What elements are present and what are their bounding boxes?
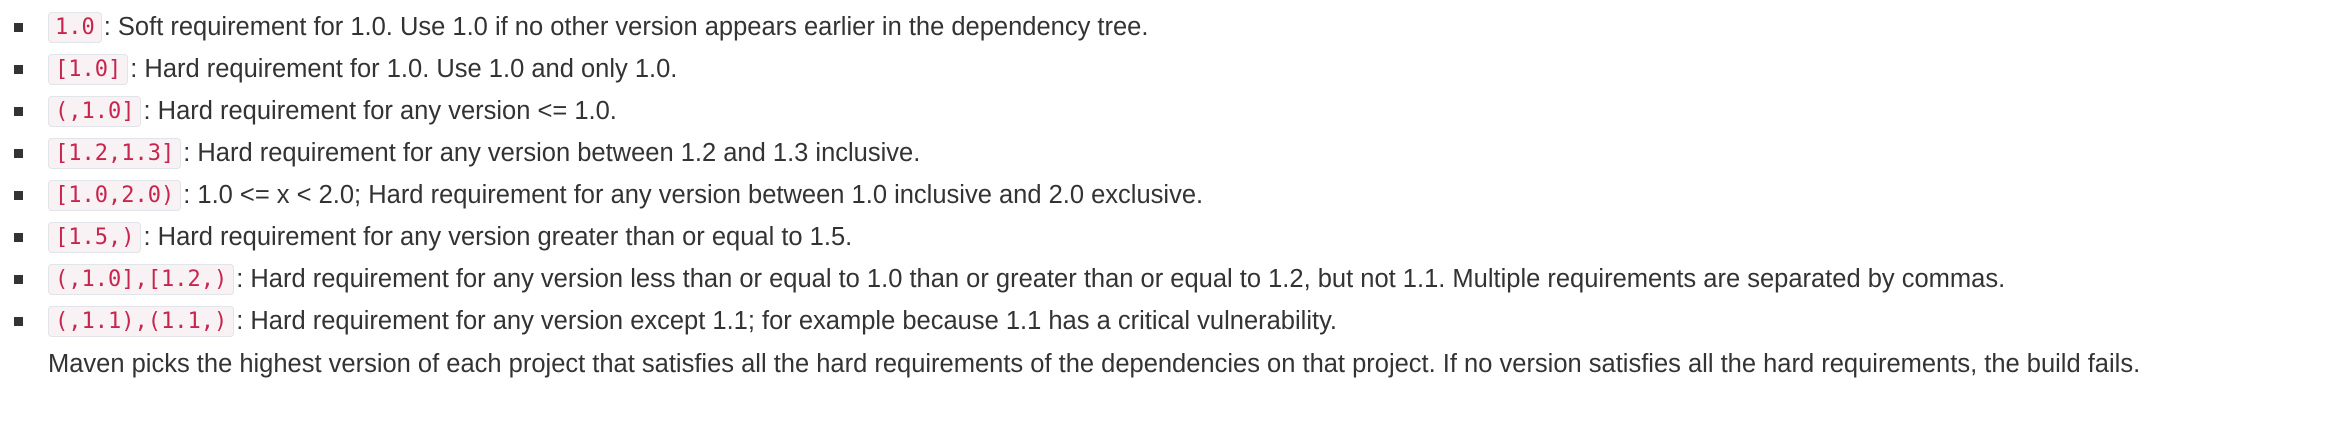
list-item: [1.5,): Hard requirement for any version… <box>0 216 2340 258</box>
version-spec-code: [1.2,1.3] <box>48 138 182 169</box>
square-bullet-icon <box>14 107 23 116</box>
square-bullet-icon <box>14 317 23 326</box>
list-item-text: : Soft requirement for 1.0. Use 1.0 if n… <box>103 13 1149 41</box>
resolution-note-paragraph: Maven picks the highest version of each … <box>48 350 2141 378</box>
version-spec-code: (,1.1),(1.1,) <box>48 306 235 337</box>
square-bullet-icon <box>14 233 23 242</box>
list-item: [1.2,1.3]: Hard requirement for any vers… <box>0 132 2340 174</box>
version-spec-code: [1.5,) <box>48 222 142 253</box>
version-spec-code: [1.0] <box>48 54 129 85</box>
list-item: (,1.0]: Hard requirement for any version… <box>0 90 2340 132</box>
list-item-text: : Hard requirement for any version great… <box>143 223 853 251</box>
list-item-text: : Hard requirement for any version <= 1.… <box>143 97 617 125</box>
list-item: 1.0: Soft requirement for 1.0. Use 1.0 i… <box>0 6 2340 48</box>
square-bullet-icon <box>14 149 23 158</box>
version-spec-code: (,1.0] <box>48 96 142 127</box>
list-item-text: : Hard requirement for 1.0. Use 1.0 and … <box>130 55 678 83</box>
square-bullet-icon <box>14 65 23 74</box>
list-item-text: : Hard requirement for any version less … <box>236 265 2006 293</box>
version-spec-code: (,1.0],[1.2,) <box>48 264 235 295</box>
list-item-text: : 1.0 <= x < 2.0; Hard requirement for a… <box>183 181 1204 209</box>
list-item: (,1.1),(1.1,): Hard requirement for any … <box>0 300 2340 342</box>
list-item-text: : Hard requirement for any version betwe… <box>183 139 921 167</box>
square-bullet-icon <box>14 191 23 200</box>
version-spec-code: 1.0 <box>48 12 102 43</box>
square-bullet-icon <box>14 23 23 32</box>
square-bullet-icon <box>14 275 23 284</box>
version-spec-code: [1.0,2.0) <box>48 180 182 211</box>
list-item: [1.0,2.0): 1.0 <= x < 2.0; Hard requirem… <box>0 174 2340 216</box>
document-content: 1.0: Soft requirement for 1.0. Use 1.0 i… <box>0 6 2340 378</box>
list-item: [1.0]: Hard requirement for 1.0. Use 1.0… <box>0 48 2340 90</box>
list-item-text: : Hard requirement for any version excep… <box>236 307 1338 335</box>
list-item: (,1.0],[1.2,): Hard requirement for any … <box>0 258 2340 300</box>
version-requirements-list: 1.0: Soft requirement for 1.0. Use 1.0 i… <box>0 6 2340 342</box>
